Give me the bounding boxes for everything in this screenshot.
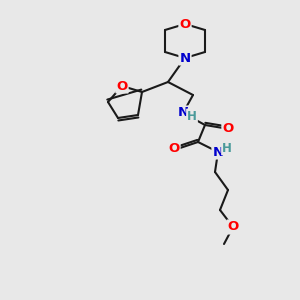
Text: O: O xyxy=(227,220,239,233)
Text: N: N xyxy=(179,52,191,64)
Text: O: O xyxy=(222,122,234,134)
Text: H: H xyxy=(187,110,197,122)
Text: O: O xyxy=(179,17,191,31)
Text: N: N xyxy=(177,106,189,119)
Text: N: N xyxy=(212,146,224,158)
Text: O: O xyxy=(168,142,180,154)
Text: O: O xyxy=(116,80,128,92)
Text: H: H xyxy=(222,142,232,154)
